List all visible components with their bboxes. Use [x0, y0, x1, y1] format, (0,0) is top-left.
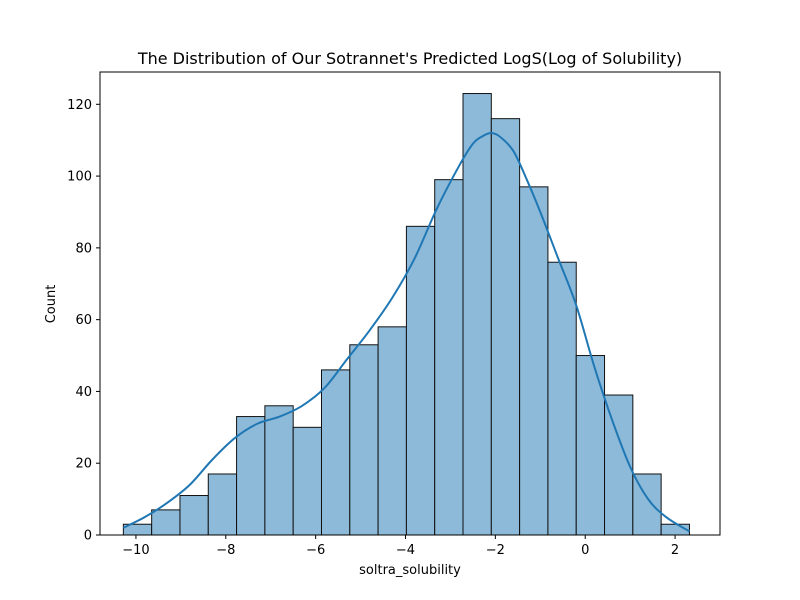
x-tick-label: −6	[306, 543, 325, 558]
histogram-bar	[320, 369, 351, 536]
x-axis-label: soltra_solubility	[359, 563, 461, 578]
histogram-bar	[490, 118, 521, 536]
x-tick-label: −2	[486, 543, 505, 558]
histogram-bar	[264, 405, 294, 536]
histogram-bar	[547, 261, 577, 536]
x-tick-label: 0	[581, 543, 589, 558]
histogram-bar	[377, 326, 407, 536]
kde-group	[122, 132, 690, 533]
histogram-bar	[292, 426, 322, 536]
histogram-bar	[151, 509, 181, 536]
histogram-bar	[604, 394, 634, 536]
x-axis-ticks: −10 −8 −6 −4 −2 0 2	[122, 535, 679, 558]
y-tick-label: 0	[84, 529, 92, 544]
y-axis-ticks: 0 20 40 60 80 100 120	[67, 98, 100, 544]
plot-frame	[99, 71, 721, 536]
chart-title: The Distribution of Our Sotrannet's Pred…	[137, 49, 682, 68]
histogram-bar	[405, 225, 436, 536]
y-tick-label: 20	[75, 457, 92, 472]
histogram-bar	[179, 495, 209, 536]
histogram-bar	[632, 473, 662, 536]
histogram-bar	[207, 473, 238, 536]
y-tick-label: 40	[75, 385, 92, 400]
y-tick-label: 80	[75, 241, 92, 256]
x-tick-label: 2	[671, 543, 679, 558]
y-tick-label: 60	[75, 313, 92, 328]
histogram-bar	[434, 179, 464, 536]
y-axis-label: Count	[44, 285, 59, 324]
x-tick-label: −8	[216, 543, 235, 558]
histogram-bar	[519, 186, 549, 536]
x-tick-label: −4	[396, 543, 415, 558]
y-tick-label: 100	[67, 170, 92, 185]
bars-group	[122, 93, 690, 536]
x-tick-label: −10	[122, 543, 149, 558]
kde-line	[122, 132, 690, 533]
histogram-bar	[349, 344, 379, 536]
y-tick-label: 120	[67, 98, 92, 113]
histogram-bar	[462, 93, 492, 536]
